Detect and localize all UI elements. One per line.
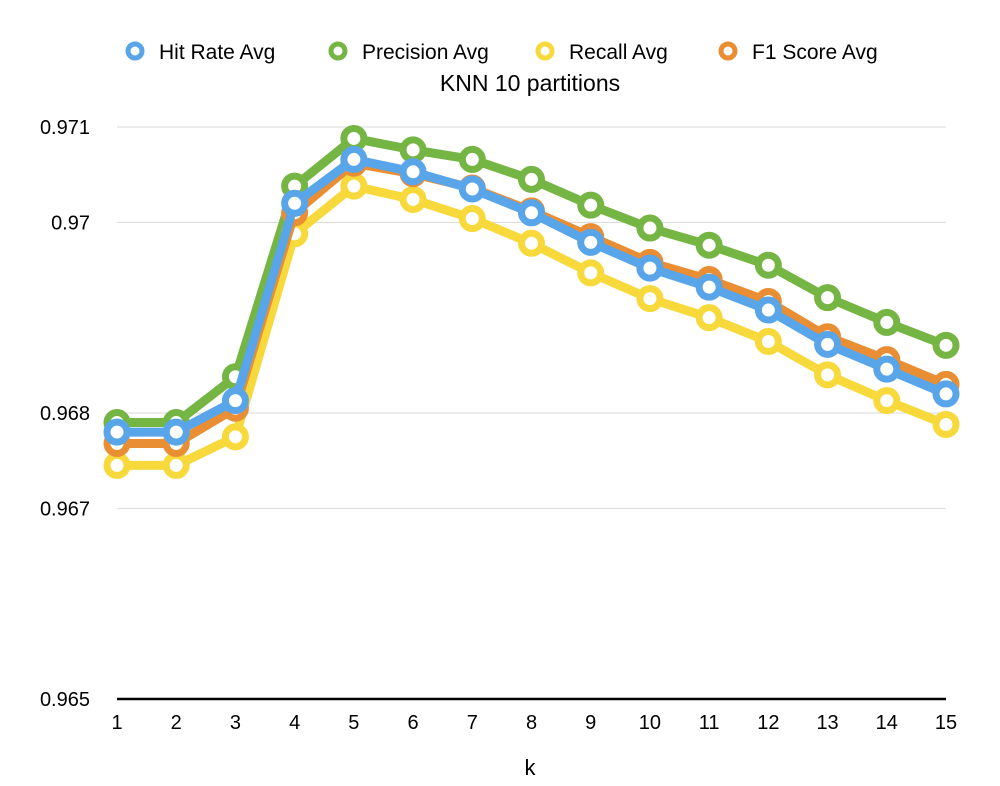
x-tick-label: 4 (289, 712, 300, 734)
x-tick-label: 2 (171, 712, 182, 734)
x-tick-label: 14 (876, 712, 898, 734)
data-point (162, 451, 190, 479)
data-point (695, 304, 723, 332)
legend-item-hit-rate-avg: Hit Rate Avg (125, 41, 275, 64)
x-tick-label: 8 (526, 712, 537, 734)
x-tick-label: 3 (230, 712, 241, 734)
data-point (754, 251, 782, 279)
data-point (932, 331, 960, 359)
data-point (873, 355, 901, 383)
chart-title: KNN 10 partitions (440, 70, 620, 96)
data-point (103, 451, 131, 479)
legend-marker (718, 41, 738, 61)
x-tick-label: 13 (816, 712, 838, 734)
data-point (754, 296, 782, 324)
x-axis-ticks: 1 2 3 4 5 6 7 8 9 10 11 12 13 14 15 (111, 712, 957, 734)
data-point (814, 284, 842, 312)
data-point (518, 165, 545, 193)
data-point (340, 145, 368, 173)
legend-item-f1-score-avg: F1 Score Avg (718, 41, 878, 64)
data-point (518, 229, 545, 257)
x-tick-label: 10 (639, 712, 661, 734)
data-point (458, 145, 486, 173)
x-tick-label: 9 (585, 712, 596, 734)
legend-marker (125, 41, 145, 61)
legend-label: F1 Score Avg (752, 41, 878, 64)
series-recall-avg (103, 172, 960, 479)
data-point (221, 423, 249, 451)
data-point (577, 191, 605, 219)
data-point (399, 158, 427, 186)
data-point (873, 387, 901, 415)
legend-marker (328, 41, 348, 61)
series-hit-rate-avg (103, 145, 960, 446)
data-point (814, 361, 842, 389)
x-tick-label: 7 (467, 712, 478, 734)
data-point (518, 199, 545, 227)
data-point (458, 205, 486, 233)
data-point (814, 330, 842, 358)
data-point (695, 273, 723, 301)
x-tick-label: 1 (111, 712, 122, 734)
legend-marker (535, 41, 555, 61)
y-tick-label: 0.971 (40, 117, 90, 139)
data-point (281, 189, 309, 217)
x-tick-label: 6 (408, 712, 419, 734)
data-point (754, 328, 782, 355)
x-tick-label: 5 (348, 712, 359, 734)
data-point (695, 231, 723, 259)
y-axis-ticks: 0.965 0.967 0.968 0.97 0.971 (40, 117, 90, 711)
legend-label: Precision Avg (362, 41, 489, 64)
data-point (873, 308, 901, 336)
data-point (340, 172, 368, 200)
data-point (636, 285, 664, 313)
legend-label: Hit Rate Avg (159, 41, 275, 64)
x-tick-label: 12 (757, 712, 779, 734)
data-point (103, 418, 131, 446)
data-point (340, 124, 368, 152)
data-point (162, 418, 190, 446)
data-point (458, 175, 486, 203)
data-point (932, 380, 960, 408)
legend-label: Recall Avg (569, 41, 668, 64)
data-point (636, 254, 664, 282)
data-point (399, 185, 427, 213)
y-tick-label: 0.968 (40, 403, 90, 425)
legend-item-precision-avg: Precision Avg (328, 41, 489, 64)
data-point (636, 214, 664, 242)
series-group (103, 124, 960, 479)
x-axis-label: k (525, 755, 537, 780)
data-point (577, 259, 605, 287)
grid-lines (117, 126, 946, 701)
data-point (221, 387, 249, 415)
y-tick-label: 0.965 (40, 689, 90, 711)
x-tick-label: 15 (935, 712, 957, 734)
y-tick-label: 0.97 (51, 212, 90, 234)
y-tick-label: 0.967 (40, 498, 90, 520)
data-point (577, 228, 605, 256)
data-point (399, 136, 427, 164)
chart-legend: Hit Rate Avg Precision Avg Recall Avg F1 Sc… (125, 41, 878, 64)
legend-item-recall-avg: Recall Avg (535, 41, 668, 64)
x-tick-label: 11 (699, 712, 720, 734)
data-point (932, 410, 960, 438)
